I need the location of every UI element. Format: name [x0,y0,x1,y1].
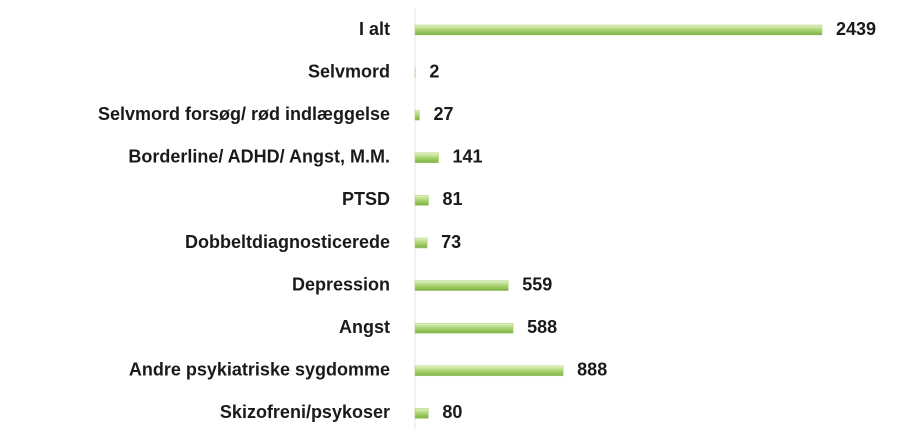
bar [414,195,429,206]
bar [414,408,429,419]
value-label: 588 [527,317,557,337]
value-label: 888 [577,360,607,380]
bar [414,152,439,164]
category-label: Skizofreni/psykoser [220,402,390,422]
category-label: Depression [292,274,390,294]
category-label: Andre psykiatriske sygdomme [129,360,390,380]
category-label: Dobbeltdiagnosticerede [185,232,390,252]
category-label: I alt [359,19,390,39]
value-label: 559 [522,274,552,294]
bar [414,322,514,334]
value-label: 27 [434,104,454,124]
bar [414,24,823,36]
category-label: PTSD [342,189,390,209]
bar [414,280,509,291]
category-label: Selvmord [308,61,390,81]
category-label: Selvmord forsøg/ rød indlæggelse [98,104,390,124]
bar [414,365,564,377]
bar [414,237,428,249]
value-label: 80 [442,402,462,422]
category-label: Angst [339,317,390,337]
bar [414,109,420,121]
value-label: 2 [429,61,439,81]
value-label: 2439 [836,19,876,39]
value-label: 73 [441,232,461,252]
value-label: 81 [443,189,463,209]
category-label: Borderline/ ADHD/ Angst, M.M. [128,147,390,167]
value-label: 141 [453,147,483,167]
